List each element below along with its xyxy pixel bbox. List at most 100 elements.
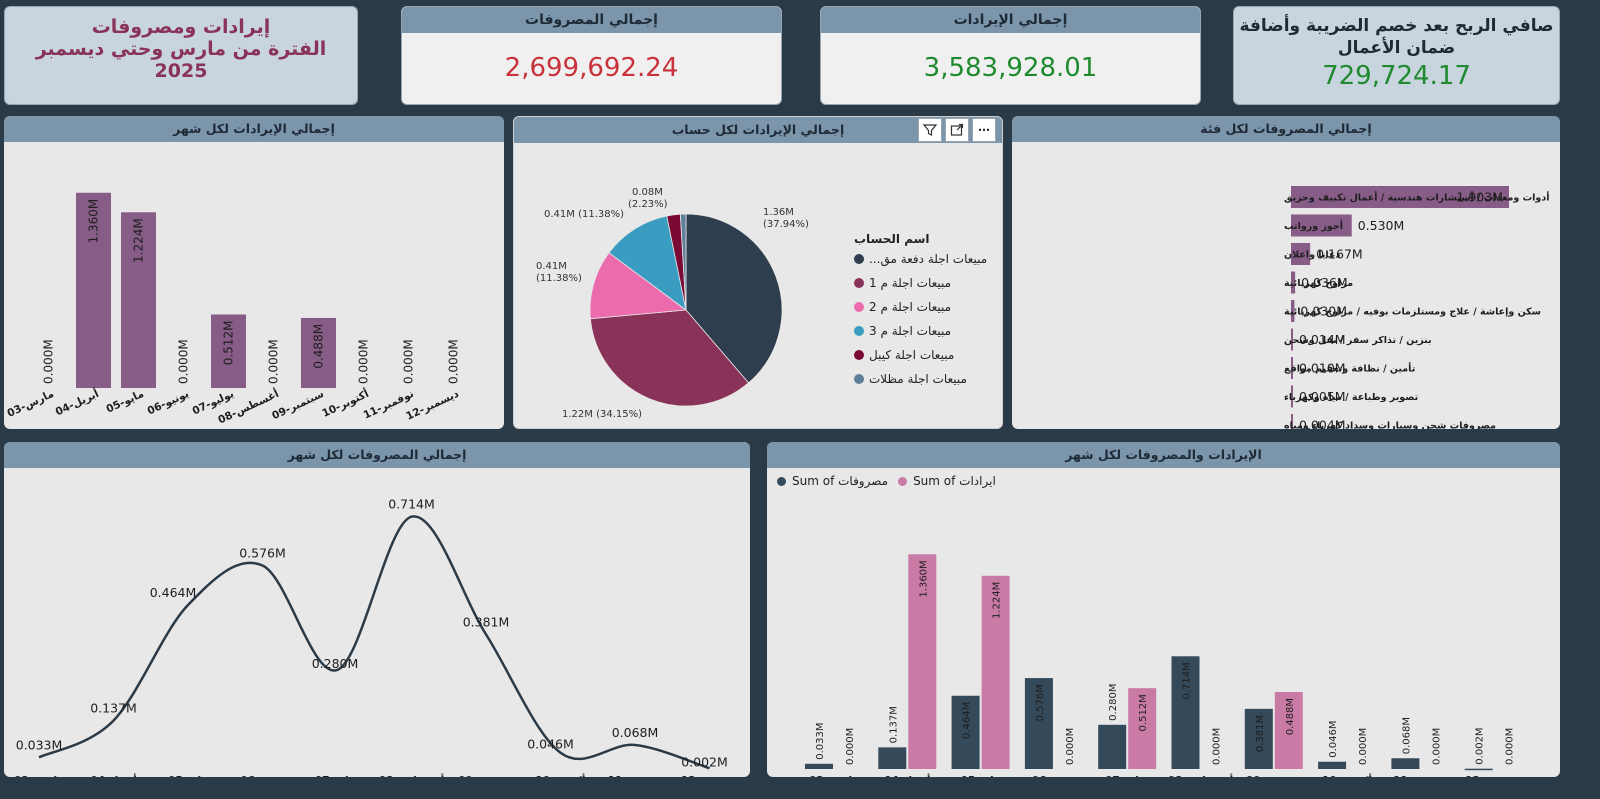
kpi-net-label-line-1: صافي الربح بعد خصم الضريبة وأضافة [1239, 16, 1554, 36]
expense-bar [951, 695, 980, 769]
expense-bar [1391, 758, 1420, 769]
x-tick-label: يوليو-07 [1105, 775, 1149, 777]
bar-data-label: 0.000M [177, 339, 191, 384]
pie-pct-label: (37.94%) [763, 219, 809, 230]
bar-data-label: 0.014M [1299, 332, 1346, 347]
bar-data-label: 0.000M [402, 339, 416, 384]
kpi-net-label: صافي الربح بعد خصم الضريبة وأضافة ضمان ا… [1234, 7, 1559, 59]
category-bar [1291, 328, 1293, 351]
panel-title: إجمالي المصروفات لكل فئة [1012, 116, 1560, 142]
expense-bar [1244, 708, 1273, 769]
legend-label: مبيعات اجلة م 2 [869, 300, 951, 314]
revenue-bar [981, 575, 1010, 769]
bar-data-label: 0.488M [1285, 698, 1296, 735]
legend-title: اسم الحساب [854, 232, 930, 246]
category-bar [1291, 414, 1293, 429]
bar-data-label: 0.530M [1358, 218, 1405, 233]
line-data-label: 0.381M [463, 614, 510, 629]
revenue-per-account-panel: إجمالي الإيرادات لكل حساب ⋯ 1.36M (37.94%… [513, 116, 1003, 429]
bar-data-label: 0.167M [1316, 247, 1363, 262]
legend-marker [854, 254, 864, 264]
revenue-per-month-chart: 0.000M مارس-03 1.360M أبريل-04 1.224M مايو-05… [5, 192, 461, 426]
x-tick-label: سبتمبر-09 [458, 775, 514, 777]
kpi-revenues-value: 3,583,928.01 [923, 53, 1098, 83]
legend-label: مبيعات اجلة كيبل [869, 348, 954, 362]
bar-data-label: 0.512M [1138, 694, 1149, 731]
y-category-label: دعايا واعلان [1284, 250, 1340, 261]
bar-data-label: 0.000M [267, 339, 281, 384]
x-tick-label: يونيو-06 [1032, 775, 1076, 777]
bar-data-label: 0.000M [1358, 728, 1369, 765]
x-tick-label: مارس-03 [14, 775, 64, 777]
category-bar [1291, 357, 1293, 379]
pie-slice [589, 309, 750, 407]
pie-data-label: 0.41M (11.38%) [544, 209, 624, 220]
x-tick-label: نوفمبر-11 [1393, 775, 1447, 777]
bar-data-label: 0.002M [1475, 727, 1486, 764]
pie-slice [608, 215, 687, 311]
kpi-net-profit: صافي الربح بعد خصم الضريبة وأضافة ضمان ا… [1233, 6, 1560, 105]
x-tick-label: أبريل-04 [53, 386, 101, 418]
title-line-1: إيرادات ومصروفات [91, 16, 271, 38]
focus-mode-icon[interactable] [945, 118, 969, 142]
pie-slice [685, 213, 783, 384]
kpi-total-expenses: إجمالي المصروفات 2,699,692.24 [401, 6, 782, 105]
legend-marker [854, 374, 864, 384]
expense-bar [1098, 724, 1127, 769]
y-category-label: أجور ورواتب [1284, 219, 1343, 232]
line-data-label: 0.714M [388, 497, 435, 512]
bar-data-label: 1.903M [1456, 190, 1503, 205]
bar-data-label: 1.224M [132, 218, 146, 263]
bar-data-label: 0.030M [1300, 304, 1347, 319]
y-category-label: سكن وإعاشة / علاج ومستلزمات بوفيه / مراو… [1284, 307, 1541, 318]
pie-data-label: 1.22M (34.15%) [562, 409, 642, 420]
x-tick-label: مارس-03 [5, 388, 55, 420]
bar-data-label: 0.280M [1108, 684, 1119, 721]
expense-bar [1171, 656, 1200, 769]
revenue-per-month-panel: إجمالي الإيرادات لكل شهر 0.000M مارس-03 1.… [4, 116, 504, 429]
bar-data-label: 1.360M [918, 560, 929, 597]
expense-bar [878, 747, 907, 769]
x-tick-label: ديسمبر-12 [1465, 775, 1522, 777]
kpi-revenues-label: إجمالي الإيرادات [821, 7, 1200, 33]
revenue-bar [211, 314, 246, 388]
pie-slice [589, 252, 688, 320]
bar-data-label: 0.004M [1299, 418, 1346, 430]
x-tick-label: مايو-05 [168, 775, 208, 777]
legend-label: مبيعات اجلة م 3 [869, 324, 951, 338]
legend-marker [854, 302, 864, 312]
x-tick-label: أكتوبر-10 [1322, 773, 1372, 777]
bar-data-label: 0.005M [1299, 389, 1346, 404]
legend-label: مبيعات اجلة م 1 [869, 276, 951, 290]
bar-data-label: 0.576M [1035, 684, 1046, 721]
legend-marker [854, 350, 864, 360]
bar-data-label: 0.714M [1182, 662, 1193, 699]
category-bar [1291, 186, 1509, 208]
line-data-label: 0.280M [312, 656, 359, 671]
title-line-3: 2025 [154, 60, 208, 82]
x-tick-label: نوفمبر-11 [608, 775, 662, 777]
chart-legend: Sum of مصروفات Sum of ايرادات [777, 474, 996, 488]
bar-data-label: 0.000M [1505, 728, 1516, 765]
revenue-per-account-chart: 1.36M(37.94%) 1.22M (34.15%) 0.41M(11.38%)… [536, 187, 987, 420]
visual-header-icons: ⋯ [918, 118, 996, 142]
y-category-label: مراوح كهربائية [1284, 278, 1353, 289]
legend-label: ...مبيعات اجلة دفعة مق [869, 252, 987, 267]
bar-data-label: 0.046M [1328, 720, 1339, 757]
line-data-label: 0.002M [681, 754, 728, 769]
line-data-label: 0.576M [239, 545, 286, 560]
x-tick-label: سبتمبر-09 [1246, 775, 1302, 777]
more-options-icon[interactable]: ⋯ [972, 118, 996, 142]
revenue-bar [908, 554, 937, 769]
category-bar [1291, 300, 1295, 322]
revenue-bar [121, 212, 156, 388]
kpi-expenses-label: إجمالي المصروفات [402, 7, 781, 33]
filter-icon[interactable] [918, 118, 942, 142]
x-tick-label: يونيو-06 [240, 775, 284, 777]
pie-slice [679, 213, 687, 311]
line-data-label: 0.033M [16, 737, 63, 752]
bar-data-label: 0.036M [1301, 275, 1348, 290]
bar-data-label: 0.000M [42, 339, 56, 384]
line-data-label: 0.137M [90, 701, 137, 716]
